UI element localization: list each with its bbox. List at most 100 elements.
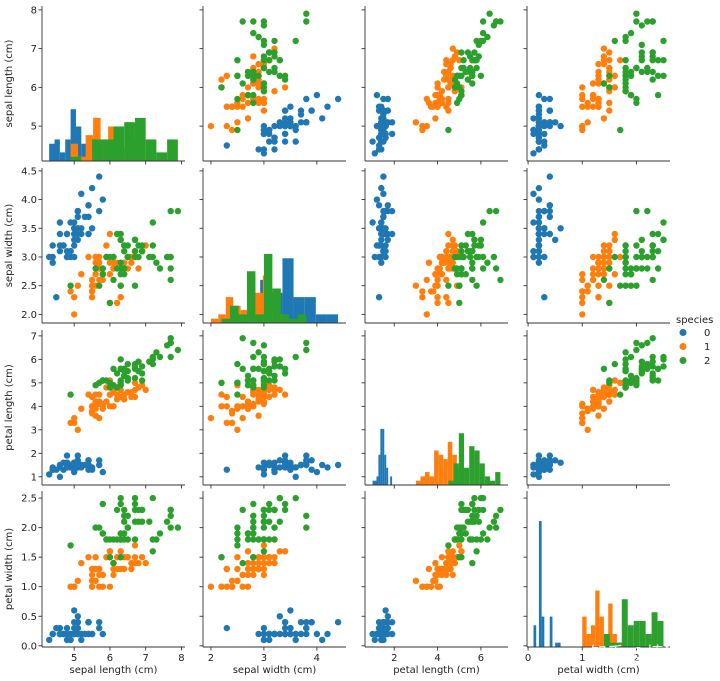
point-species-0 — [380, 230, 387, 238]
point-species-0 — [223, 624, 230, 632]
point-species-1 — [443, 248, 450, 255]
point-species-0 — [63, 230, 71, 238]
point-species-2 — [121, 512, 128, 519]
point-species-2 — [469, 80, 476, 87]
point-species-1 — [600, 265, 608, 272]
point-species-1 — [276, 548, 283, 555]
point-species-0 — [530, 190, 537, 197]
point-species-0 — [63, 253, 71, 261]
point-species-1 — [434, 276, 441, 284]
point-species-0 — [81, 461, 89, 469]
point-species-1 — [600, 242, 608, 249]
point-species-2 — [654, 72, 662, 80]
point-species-2 — [266, 377, 273, 384]
point-species-1 — [106, 230, 114, 238]
point-species-2 — [153, 259, 160, 266]
point-species-2 — [486, 10, 493, 17]
point-species-1 — [74, 577, 82, 584]
point-species-0 — [313, 630, 321, 638]
point-species-2 — [445, 542, 452, 549]
point-species-0 — [281, 138, 289, 145]
point-species-0 — [88, 630, 96, 638]
point-species-0 — [266, 138, 273, 145]
point-species-2 — [638, 342, 645, 349]
point-species-1 — [255, 84, 262, 91]
point-species-0 — [71, 236, 78, 243]
y-tick-label: 1.5 — [21, 553, 37, 564]
point-species-0 — [541, 225, 548, 232]
point-species-2 — [606, 377, 613, 384]
point-species-1 — [96, 571, 103, 579]
point-species-2 — [121, 242, 128, 249]
point-species-1 — [579, 414, 586, 422]
point-species-2 — [469, 518, 476, 525]
legend-label: 2 — [704, 356, 710, 367]
point-species-2 — [67, 391, 74, 398]
point-species-0 — [334, 461, 342, 469]
point-species-1 — [589, 271, 597, 278]
point-species-2 — [260, 64, 268, 72]
hist-bar-species-2 — [621, 599, 628, 647]
point-species-0 — [74, 452, 82, 459]
point-species-2 — [303, 10, 310, 17]
hist-bar-species-0 — [384, 454, 387, 485]
point-species-2 — [239, 506, 246, 514]
point-species-1 — [106, 583, 114, 590]
point-species-2 — [271, 524, 278, 531]
point-species-2 — [477, 72, 485, 80]
point-species-2 — [67, 282, 74, 289]
point-species-1 — [103, 242, 110, 249]
point-species-2 — [276, 72, 283, 80]
hist-bar-species-0 — [538, 521, 542, 647]
point-species-2 — [234, 536, 241, 543]
point-species-0 — [535, 138, 543, 145]
point-species-2 — [622, 282, 629, 289]
point-species-1 — [244, 583, 252, 590]
point-species-0 — [74, 459, 82, 466]
point-species-0 — [382, 607, 389, 614]
point-species-0 — [287, 607, 294, 614]
point-species-0 — [535, 219, 543, 226]
point-species-2 — [649, 18, 656, 25]
point-species-0 — [557, 122, 564, 130]
point-species-1 — [436, 265, 443, 272]
point-species-2 — [156, 353, 164, 361]
point-species-2 — [250, 530, 257, 537]
point-species-1 — [579, 299, 586, 307]
point-species-1 — [449, 248, 456, 255]
hist-bar-species-2 — [70, 156, 82, 161]
point-species-0 — [535, 111, 543, 118]
point-species-2 — [292, 37, 299, 45]
point-species-1 — [611, 386, 618, 394]
point-species-2 — [622, 37, 629, 45]
point-species-0 — [74, 613, 82, 620]
point-species-2 — [138, 377, 146, 384]
point-species-2 — [266, 536, 273, 543]
point-species-2 — [654, 91, 662, 99]
point-species-2 — [234, 542, 241, 549]
point-species-2 — [103, 253, 110, 261]
point-species-0 — [266, 461, 273, 469]
point-species-0 — [535, 225, 543, 232]
point-species-0 — [541, 95, 548, 103]
point-species-2 — [260, 342, 268, 349]
point-species-1 — [96, 583, 103, 590]
point-species-2 — [174, 346, 182, 354]
point-species-2 — [271, 372, 278, 379]
point-species-2 — [276, 363, 283, 370]
hist-bar-species-0 — [372, 480, 375, 485]
point-species-0 — [281, 619, 289, 626]
x-tick-label: 7 — [142, 653, 148, 664]
point-species-0 — [287, 115, 294, 122]
point-species-2 — [638, 248, 645, 255]
point-species-0 — [276, 613, 283, 620]
point-species-2 — [234, 360, 241, 368]
point-species-2 — [497, 276, 504, 284]
point-species-2 — [479, 265, 487, 272]
point-species-2 — [106, 384, 114, 391]
hist-bar-species-0 — [75, 126, 82, 161]
point-species-0 — [319, 636, 326, 644]
point-species-0 — [292, 464, 299, 471]
point-species-0 — [380, 213, 387, 220]
